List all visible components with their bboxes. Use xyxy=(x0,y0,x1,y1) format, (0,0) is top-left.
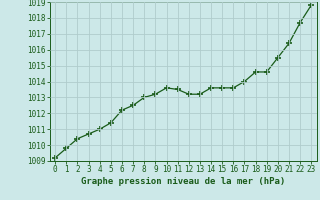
X-axis label: Graphe pression niveau de la mer (hPa): Graphe pression niveau de la mer (hPa) xyxy=(81,177,285,186)
